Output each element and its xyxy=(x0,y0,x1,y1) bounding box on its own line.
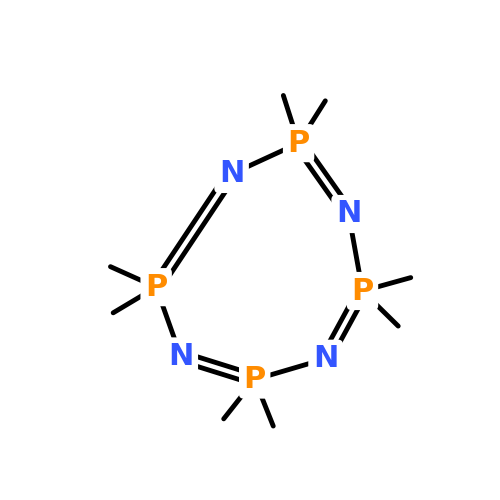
Text: N: N xyxy=(219,160,244,188)
Text: N: N xyxy=(336,200,361,228)
Text: P: P xyxy=(145,272,168,302)
Text: P: P xyxy=(288,128,310,158)
Text: N: N xyxy=(313,344,338,374)
Text: P: P xyxy=(352,276,374,306)
Text: P: P xyxy=(244,365,266,394)
Text: N: N xyxy=(168,342,194,371)
